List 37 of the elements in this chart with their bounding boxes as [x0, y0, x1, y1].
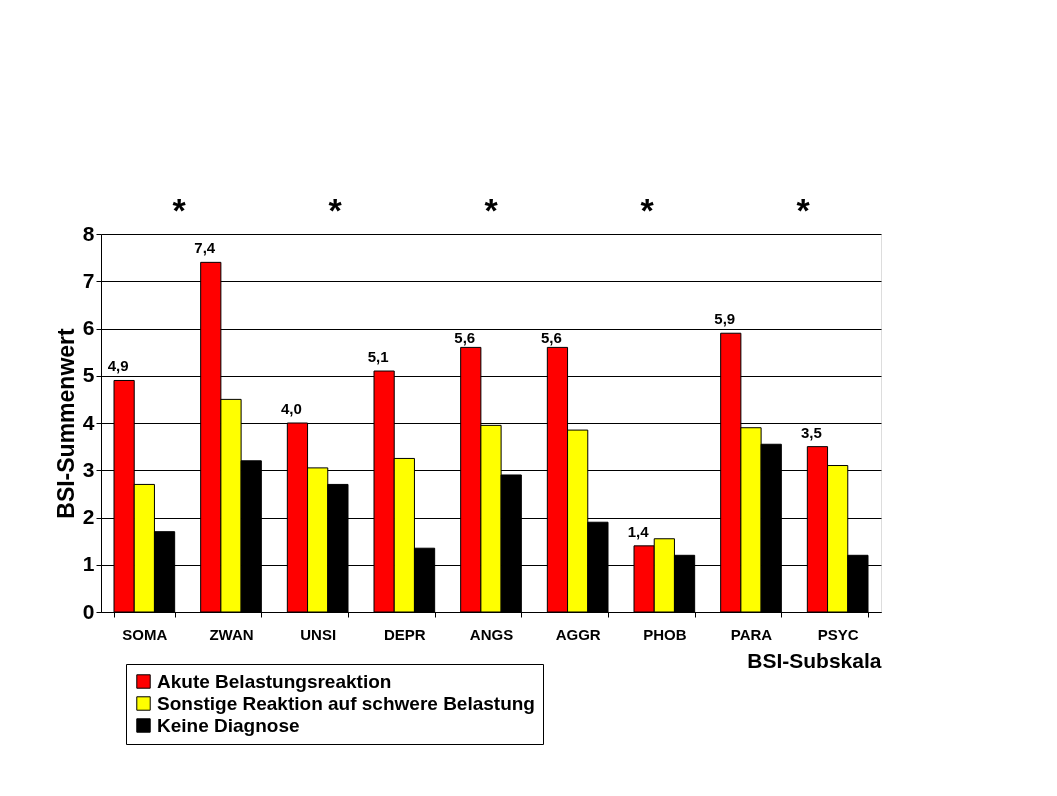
- x-axis-title: BSI-Subskala: [747, 648, 882, 672]
- x-tick-label: PARA: [730, 625, 773, 643]
- data-label: 3,5: [801, 423, 822, 441]
- data-label: 4,9: [107, 357, 129, 375]
- x-tick-label: ANGS: [469, 625, 514, 643]
- y-tick-label: 3: [82, 457, 95, 481]
- y-axis-title: BSI-Summenwert: [52, 327, 79, 519]
- y-tick-label: 8: [82, 221, 95, 245]
- x-tick-label: PSYC: [817, 625, 859, 643]
- data-label: 4,0: [281, 400, 302, 417]
- y-tick-label: 7: [82, 268, 95, 292]
- y-tick-label: 1: [82, 552, 95, 576]
- data-label: 5,1: [367, 348, 389, 366]
- legend-label: Sonstige Reaktion auf schwere Belastung: [157, 692, 535, 714]
- y-tick-label: 5: [82, 363, 95, 387]
- x-tick-label: UNSI: [300, 625, 337, 643]
- data-label: 1,4: [627, 522, 650, 540]
- x-tick-label: ZWAN: [209, 625, 254, 643]
- data-label: 5,9: [714, 310, 736, 328]
- x-tick-label: PHOB: [643, 625, 687, 643]
- data-label: 7,4: [194, 239, 216, 257]
- text: *: [796, 191, 811, 229]
- data-label: 5,6: [454, 329, 476, 347]
- y-tick-label: 0: [82, 599, 95, 623]
- legend-label: Akute Belastungsreaktion: [157, 670, 392, 692]
- y-tick-label: 6: [82, 316, 95, 339]
- text: *: [484, 191, 499, 229]
- y-tick-label: 2: [82, 505, 95, 528]
- legend-label: Keine Diagnose: [157, 714, 300, 736]
- text: *: [328, 191, 343, 229]
- x-tick-label: SOMA: [122, 625, 168, 643]
- x-tick-label: AGGR: [555, 625, 601, 643]
- text: *: [172, 191, 187, 229]
- data-label: 5,6: [541, 329, 562, 347]
- x-tick-label: DEPR: [383, 625, 426, 643]
- text: *: [640, 191, 655, 229]
- y-tick-label: 4: [82, 410, 95, 434]
